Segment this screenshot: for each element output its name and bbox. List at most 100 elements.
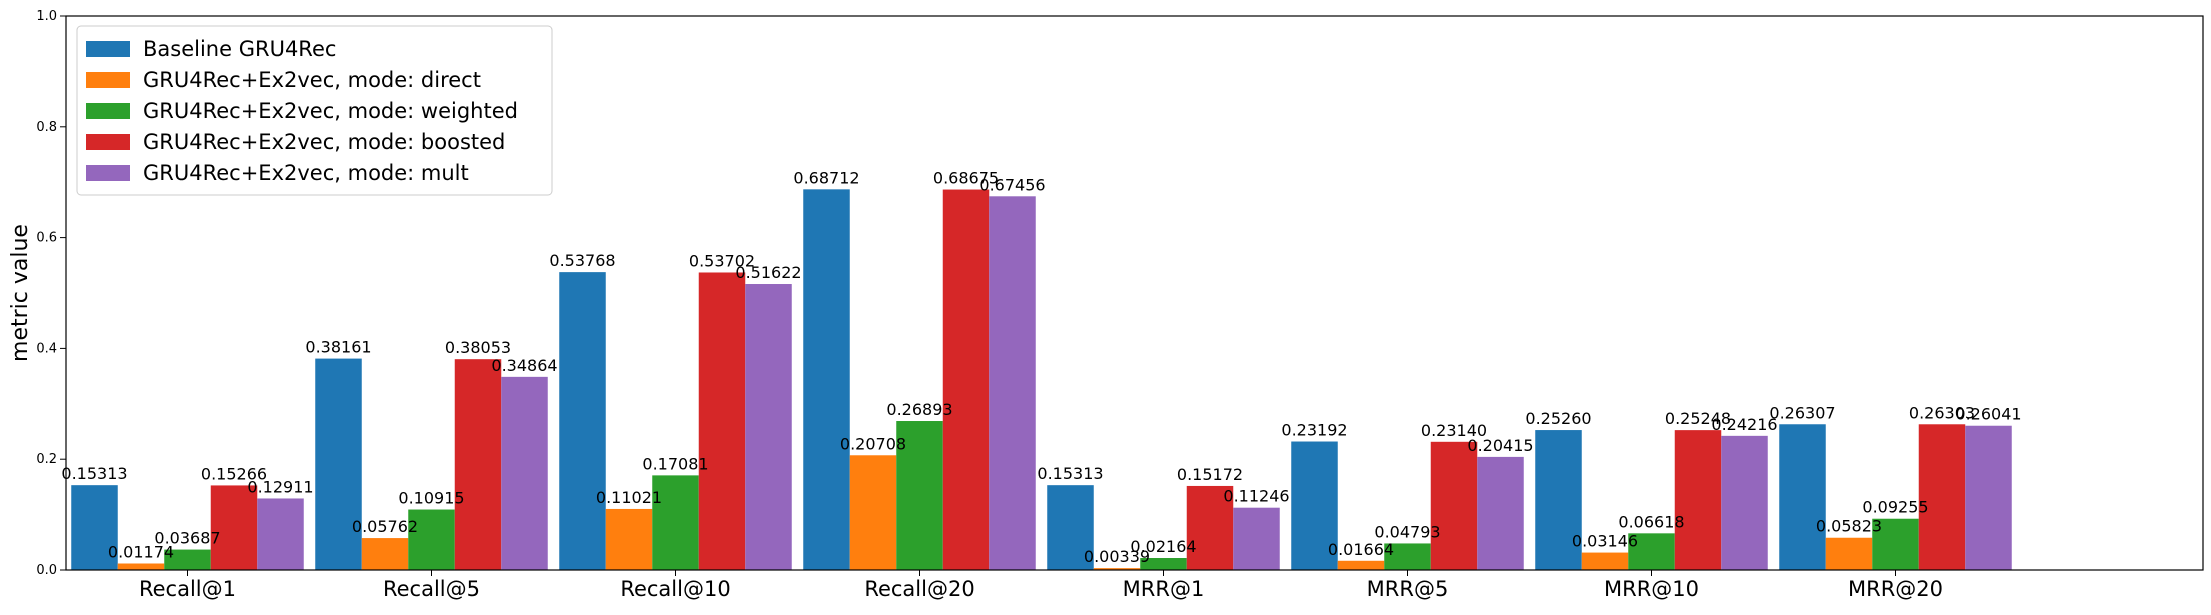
y-tick-label: 0.4 <box>36 341 57 356</box>
bar <box>1674 430 1722 570</box>
bar-value-label: 0.26303 <box>1909 403 1975 422</box>
bar <box>1965 425 2012 570</box>
bar-value-label: 0.15172 <box>1177 465 1243 484</box>
x-tick-label: Recall@10 <box>620 577 730 601</box>
y-axis: 0.0 0.2 0.4 0.6 0.8 1.0 <box>36 9 66 578</box>
bar <box>1233 507 1280 570</box>
bar-value-label: 0.23192 <box>1281 421 1347 440</box>
bar-value-label: 0.05823 <box>1816 517 1882 536</box>
bar <box>257 498 304 570</box>
bar-value-label: 0.24216 <box>1711 415 1777 434</box>
bar-value-label: 0.09255 <box>1862 498 1928 517</box>
legend-label: GRU4Rec+Ex2vec, mode: boosted <box>143 130 505 154</box>
bar <box>1337 560 1385 570</box>
bar-value-label: 0.06618 <box>1618 512 1684 531</box>
y-axis-label: metric value <box>8 224 33 362</box>
bar-value-label: 0.17081 <box>642 454 708 473</box>
bar <box>1918 424 1966 570</box>
bar-value-label: 0.53768 <box>549 251 615 270</box>
legend-label: Baseline GRU4Rec <box>143 37 336 61</box>
bar-value-label: 0.03146 <box>1572 532 1638 551</box>
bar-value-label: 0.15266 <box>201 464 267 483</box>
bar-value-label: 0.15313 <box>61 464 127 483</box>
bar-value-label: 0.11246 <box>1223 487 1289 506</box>
bar-value-label: 0.04793 <box>1374 522 1440 541</box>
legend-swatch <box>86 41 130 57</box>
bar <box>71 485 118 570</box>
legend-swatch <box>86 134 130 150</box>
bar <box>605 508 653 570</box>
bar <box>408 509 455 570</box>
bar-value-label: 0.34864 <box>491 356 557 375</box>
bar <box>1872 518 1919 570</box>
bar <box>210 485 258 570</box>
plot-frame <box>65 15 2204 571</box>
x-tick-label: MRR@5 <box>1367 577 1449 601</box>
bar-value-label: 0.15313 <box>1037 464 1103 483</box>
y-tick-label: 0.0 <box>36 563 57 578</box>
legend: Baseline GRU4Rec GRU4Rec+Ex2vec, mode: di… <box>76 25 553 196</box>
bar-value-label: 0.02164 <box>1130 537 1196 556</box>
bar-value-label: 0.00339 <box>1084 547 1150 566</box>
bar-value-label: 0.51622 <box>735 263 801 282</box>
legend-label: GRU4Rec+Ex2vec, mode: direct <box>143 68 481 92</box>
bar <box>896 421 943 570</box>
bar <box>1384 543 1431 570</box>
bar-value-label: 0.05762 <box>352 517 418 536</box>
bar <box>1093 568 1141 570</box>
y-tick-label: 1.0 <box>36 9 57 24</box>
legend-box <box>76 25 553 196</box>
bar-value-label: 0.38053 <box>445 338 511 357</box>
bar-value-label: 0.01664 <box>1328 540 1394 559</box>
bar-value-label: 0.25248 <box>1665 409 1731 428</box>
bar <box>361 538 409 570</box>
legend-swatch <box>86 165 130 181</box>
bar <box>1825 537 1873 570</box>
bar <box>1291 441 1338 570</box>
bar <box>1430 441 1478 570</box>
bar-value-label: 0.20415 <box>1467 436 1533 455</box>
bar <box>1779 424 1826 570</box>
bar <box>745 284 792 570</box>
bar <box>164 549 211 570</box>
bar-value-label: 0.68712 <box>793 168 859 187</box>
bar-value-label: 0.12911 <box>247 477 313 496</box>
bar-value-label: 0.38161 <box>305 338 371 357</box>
x-tick-label: MRR@1 <box>1123 577 1205 601</box>
bar-value-label: 0.67456 <box>979 175 1045 194</box>
bar <box>559 272 606 570</box>
bar <box>803 189 850 571</box>
bar-value-label: 0.26041 <box>1955 405 2021 424</box>
legend-label: GRU4Rec+Ex2vec, mode: mult <box>143 161 469 185</box>
x-tick-label: Recall@20 <box>864 577 974 601</box>
bar-value-label: 0.10915 <box>398 489 464 508</box>
legend-swatch <box>86 72 130 88</box>
x-tick-label: MRR@10 <box>1604 577 1699 601</box>
bar-value-label: 0.23140 <box>1421 421 1487 440</box>
bar <box>454 359 502 570</box>
x-tick-label: Recall@1 <box>139 577 236 601</box>
bar <box>849 455 897 570</box>
bar <box>117 563 165 570</box>
bar <box>1140 558 1187 570</box>
x-axis: Recall@1 Recall@5 Recall@10 Recall@20 MRR@1 M… <box>139 570 1943 601</box>
bar-value-label: 0.11021 <box>596 488 662 507</box>
bar <box>652 475 699 570</box>
y-tick-label: 0.8 <box>36 120 57 135</box>
bar <box>1477 456 1524 570</box>
bar-value-label: 0.26893 <box>886 400 952 419</box>
bar <box>315 358 362 570</box>
bar-value-label: 0.26307 <box>1769 403 1835 422</box>
x-tick-label: MRR@20 <box>1848 577 1943 601</box>
bar-value-label: 0.01174 <box>108 542 174 561</box>
legend-label: GRU4Rec+Ex2vec, mode: weighted <box>143 99 518 123</box>
y-tick-label: 0.6 <box>36 231 57 246</box>
bar <box>1047 485 1094 570</box>
bar-value-label: 0.03687 <box>154 529 220 548</box>
bar-value-label: 0.25260 <box>1525 409 1591 428</box>
bar <box>1186 485 1234 570</box>
bars-layer <box>71 189 2012 571</box>
